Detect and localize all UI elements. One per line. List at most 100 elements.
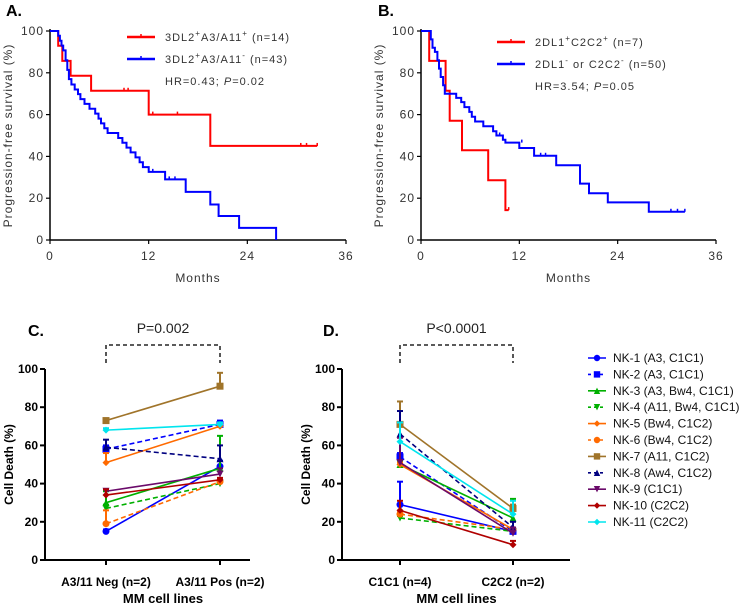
p-label: P	[594, 81, 602, 93]
y-axis-title: Cell Death (%)	[299, 424, 313, 505]
marker-square	[593, 371, 601, 378]
nk-legend: NK-1 (A3, C1C1) NK-2 (A3, C1C1) NK-3 (A3, …	[588, 351, 740, 529]
marker-triangle-up	[102, 443, 110, 451]
y-tick-label: 0	[31, 553, 38, 567]
legend-item-nk-2: NK-2 (A3, C1C1)	[588, 367, 704, 381]
legend-item-label: NK-3 (A3, Bw4, C1C1)	[613, 384, 734, 398]
series-nk-3	[396, 459, 517, 522]
legend-item-label: NK-6 (Bw4, C1C2)	[613, 433, 712, 447]
legend-item-nk-6: NK-6 (Bw4, C1C2)	[588, 433, 712, 447]
y-tick-label: 40	[400, 149, 415, 163]
series-line	[399, 461, 514, 534]
series-line	[399, 509, 514, 546]
series-nk-11	[102, 420, 224, 434]
y-tick-label: 100	[18, 362, 38, 376]
series-nk-11	[396, 421, 517, 518]
series-nk-7	[102, 371, 224, 425]
legend-label-1: 3DL2+A3/A11- (n=43)	[165, 51, 288, 66]
marker-triangle-down	[593, 404, 601, 411]
y-tick-label: 20	[25, 515, 39, 529]
y-tick-label: 60	[400, 108, 415, 122]
legend-item-label: NK-7 (A11, C1C2)	[613, 449, 709, 463]
km-curve-red	[421, 30, 509, 212]
km-curve-blue	[421, 30, 685, 213]
significance-bracket	[105, 344, 221, 363]
legend-superscript: -	[565, 56, 569, 65]
marker-diamond	[593, 420, 601, 427]
panel-b-label: B.	[378, 3, 394, 20]
legend-superscript: +	[565, 34, 571, 43]
p-value: =0.02	[232, 76, 265, 88]
legend-item-nk-4: NK-4 (A11, Bw4, C1C1)	[588, 400, 740, 414]
marker-square	[216, 382, 224, 390]
x-category-label: A3/11 Neg (n=2)	[61, 575, 151, 589]
p-label: P	[224, 76, 232, 88]
series-line	[399, 517, 514, 533]
panel-d-cell-death-chart: D. 0 20 40 60 80 100 C1C1 (n=4) C2C2 (n=2) MM ce…	[299, 320, 570, 605]
series-nk-9	[396, 436, 517, 537]
legend-text-mid: A3/A11	[201, 54, 242, 66]
legend-item-label: NK-4 (A11, Bw4, C1C1)	[613, 400, 740, 414]
panel-b-survival-chart: B. 0 20 40 60 80 100 0 12 24 36 Months Progression-…	[372, 3, 723, 285]
legend-label-0: 2DL1+C2C2+ (n=7)	[535, 34, 644, 49]
legend-item-nk-3: NK-3 (A3, Bw4, C1C1)	[588, 384, 734, 398]
y-axis-title: Progression-free survival (%)	[372, 44, 386, 228]
marker-diamond	[102, 459, 110, 467]
y-tick-label: 40	[322, 477, 336, 491]
y-tick-label: 80	[25, 400, 39, 414]
x-tick-label: 12	[141, 249, 156, 263]
y-tick-label: 80	[322, 400, 336, 414]
legend-superscript: -	[621, 56, 625, 65]
legend-superscript: +	[242, 29, 248, 38]
y-tick-label: 60	[29, 108, 44, 122]
marker-circle	[102, 527, 110, 535]
marker-triangle-up	[593, 387, 601, 394]
legend-label-1: 2DL1- or C2C2- (n=50)	[535, 56, 667, 71]
legend-item-nk-5: NK-5 (Bw4, C1C2)	[588, 417, 712, 431]
marker-triangle-up	[509, 514, 517, 522]
series-line	[105, 385, 221, 422]
series-line	[399, 463, 514, 531]
legend-item-nk-11: NK-11 (C2C2)	[588, 515, 688, 529]
marker-diamond	[216, 420, 224, 428]
series-line	[399, 503, 514, 533]
series-line	[105, 423, 221, 451]
legend-item-nk-1: NK-1 (A3, C1C1)	[588, 351, 704, 365]
series-line	[105, 425, 221, 464]
km-curve-red	[50, 30, 318, 147]
legend-text-mid: or C2C2	[569, 59, 621, 71]
y-tick-label: 0	[36, 233, 44, 247]
legend-item-nk-10: NK-10 (C2C2)	[588, 499, 689, 513]
hr-text: HR=3.54;	[535, 81, 594, 93]
legend-text-tail: (n=43)	[246, 54, 288, 66]
series-nk-10	[102, 476, 224, 499]
legend-text-main: 2DL1	[535, 37, 565, 49]
marker-diamond	[593, 518, 601, 526]
y-axis-title: Progression-free survival (%)	[1, 44, 15, 228]
series-nk-7	[396, 400, 517, 512]
p-value: =0.05	[602, 81, 635, 93]
y-tick-label: 60	[25, 438, 39, 452]
legend-item-nk-9: NK-9 (C1C1)	[588, 482, 682, 496]
x-tick-label: 0	[46, 249, 54, 263]
series-nk-10	[396, 499, 517, 549]
legend-label-0: 3DL2+A3/A11+ (n=14)	[165, 29, 290, 44]
y-tick-label: 80	[400, 66, 415, 80]
legend-item-label: NK-9 (C1C1)	[613, 482, 682, 496]
series-line	[105, 473, 221, 493]
marker-circle	[102, 520, 110, 528]
y-tick-label: 60	[322, 438, 336, 452]
legend-item-label: NK-8 (Aw4, C1C2)	[613, 466, 712, 480]
marker-triangle-down	[509, 529, 517, 537]
marker-diamond	[509, 510, 517, 518]
legend-item-label: NK-5 (Bw4, C1C2)	[613, 417, 712, 431]
marker-triangle-up	[593, 469, 601, 476]
legend-item-label: NK-2 (A3, C1C1)	[613, 367, 704, 381]
series-line	[105, 423, 221, 431]
x-category-label: C2C2 (n=2)	[481, 575, 544, 589]
marker-circle	[593, 354, 601, 362]
marker-diamond	[593, 502, 601, 509]
panel-d-label: D.	[323, 323, 339, 340]
marker-circle	[593, 436, 601, 444]
y-tick-label: 100	[315, 362, 335, 376]
